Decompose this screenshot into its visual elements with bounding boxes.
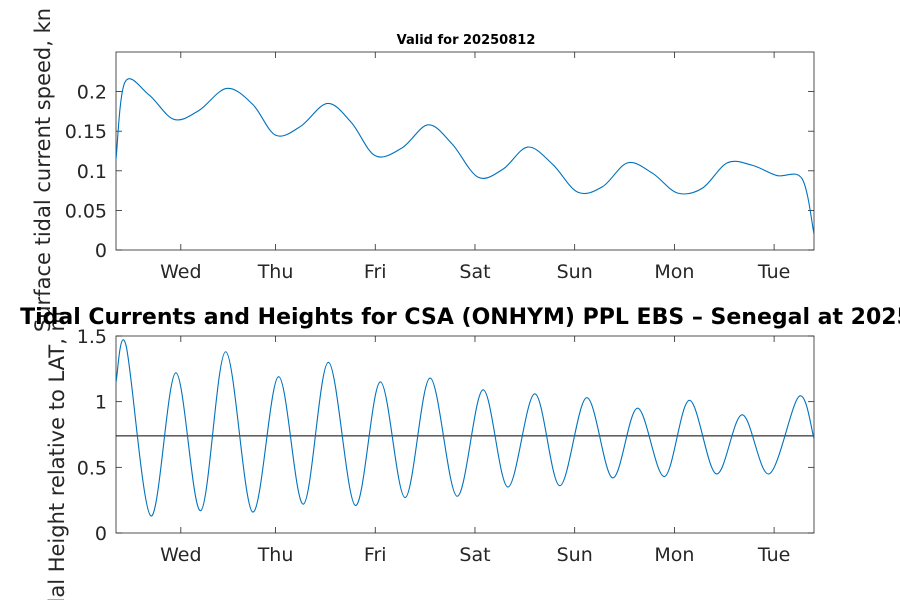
bottom-y-tick-label: 0.5	[77, 457, 107, 479]
bottom-x-tick-label: Wed	[160, 544, 201, 566]
current-speed-line	[115, 78, 815, 235]
bottom-x-tick-label: Sat	[459, 544, 490, 566]
top-x-axis: Wed Thu Fri Sat Sun Mon Tue	[160, 52, 790, 283]
top-y-tick-label: 0.05	[65, 200, 107, 222]
top-chart-title: Valid for 20250812	[397, 33, 536, 48]
top-y-tick-label: 0.2	[77, 82, 107, 104]
tidal-height-panel: 0 0.5 1 1.5 Wed Thu Fri Sat Sun Mon Tue Tidal Hei…	[20, 305, 900, 600]
top-y-tick-label: 0.1	[77, 161, 107, 183]
bottom-x-axis: Wed Thu Fri Sat Sun Mon Tue	[160, 336, 790, 566]
bottom-chart-title: Tidal Currents and Heights for CSA (ONHY…	[20, 305, 900, 330]
bottom-y-tick-label: 1.5	[77, 326, 107, 348]
top-x-tick-label: Thu	[257, 261, 294, 283]
top-y-tick-label: 0.15	[65, 121, 107, 143]
top-plot-area	[115, 51, 815, 251]
top-x-tick-label: Tue	[757, 261, 790, 283]
bottom-y-axis-label: Tidal Height relative to LAT, m	[45, 311, 69, 600]
bottom-x-tick-label: Mon	[654, 544, 694, 566]
top-y-axis-label: Surface tidal current speed, kn	[31, 8, 55, 332]
tidal-height-line	[115, 339, 815, 517]
bottom-y-tick-label: 0	[95, 523, 107, 545]
current-speed-panel: Valid for 20250812 0 0.05 0.1 0.15 0.2 Wed Th…	[31, 8, 815, 332]
top-x-tick-label: Sun	[557, 261, 593, 283]
bottom-x-tick-label: Fri	[364, 544, 387, 566]
top-x-tick-label: Sat	[459, 261, 490, 283]
bottom-x-tick-label: Tue	[757, 544, 790, 566]
bottom-plot-area	[115, 335, 815, 534]
top-x-tick-label: Fri	[364, 261, 387, 283]
top-y-tick-label: 0	[95, 240, 107, 262]
bottom-y-axis: 0 0.5 1 1.5	[77, 326, 814, 545]
top-x-tick-label: Mon	[654, 261, 694, 283]
top-y-axis: 0 0.05 0.1 0.15 0.2	[65, 82, 814, 262]
bottom-x-tick-label: Sun	[557, 544, 593, 566]
bottom-x-tick-label: Thu	[257, 544, 294, 566]
bottom-y-tick-label: 1	[95, 392, 107, 414]
top-x-tick-label: Wed	[160, 261, 201, 283]
